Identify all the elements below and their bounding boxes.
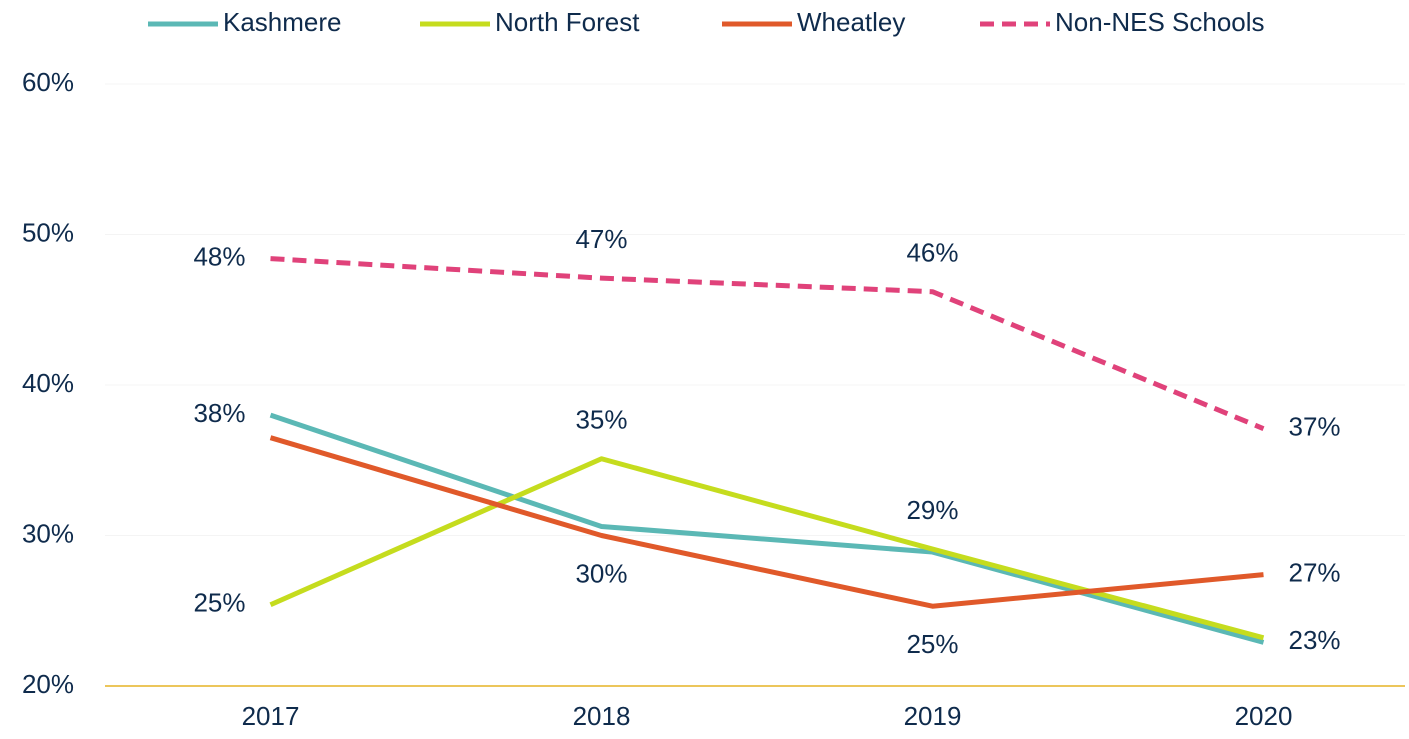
y-tick-label: 40% bbox=[22, 368, 74, 398]
data-label: 47% bbox=[575, 224, 627, 254]
y-tick-label: 50% bbox=[22, 217, 74, 247]
x-tick-label: 2017 bbox=[242, 701, 300, 731]
x-tick-label: 2019 bbox=[904, 701, 962, 731]
data-label: 38% bbox=[193, 398, 245, 428]
y-tick-label: 30% bbox=[22, 518, 74, 548]
data-label: 30% bbox=[575, 558, 627, 588]
data-label: 23% bbox=[1289, 625, 1341, 655]
data-label: 37% bbox=[1289, 412, 1341, 442]
data-label: 25% bbox=[906, 629, 958, 659]
data-label: 46% bbox=[906, 238, 958, 268]
legend-label: Non-NES Schools bbox=[1055, 7, 1265, 37]
x-tick-label: 2018 bbox=[573, 701, 631, 731]
legend-label: Kashmere bbox=[223, 7, 342, 37]
y-tick-label: 60% bbox=[22, 67, 74, 97]
data-label: 35% bbox=[575, 405, 627, 435]
series-line bbox=[269, 456, 1265, 641]
data-label: 29% bbox=[906, 495, 958, 525]
y-tick-label: 20% bbox=[22, 669, 74, 699]
data-label: 48% bbox=[193, 241, 245, 271]
series-line bbox=[269, 412, 1265, 645]
series-line bbox=[270, 256, 1265, 431]
legend-label: Wheatley bbox=[797, 7, 905, 37]
series-line bbox=[269, 435, 1264, 609]
data-label: 27% bbox=[1289, 558, 1341, 588]
x-tick-label: 2020 bbox=[1235, 701, 1293, 731]
legend-label: North Forest bbox=[495, 7, 640, 37]
data-label: 25% bbox=[193, 588, 245, 618]
